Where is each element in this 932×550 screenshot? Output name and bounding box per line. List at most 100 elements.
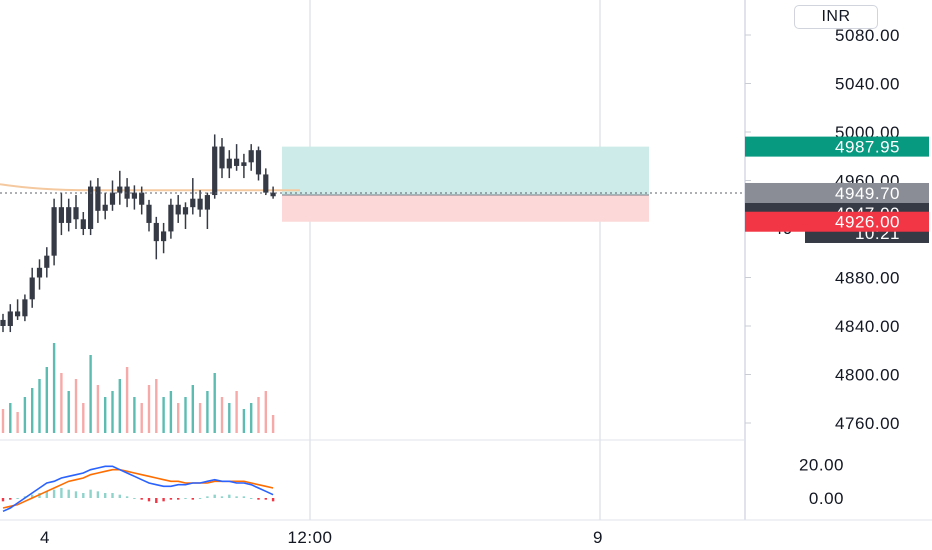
macd-histogram-bar	[45, 491, 48, 498]
macd-histogram-bar	[228, 494, 231, 498]
macd-histogram-bar	[264, 498, 267, 500]
volume-bar	[235, 391, 238, 433]
candle-body	[263, 174, 269, 193]
marker-price-tag-box	[745, 182, 929, 203]
candle-body	[102, 204, 108, 211]
volume-bar	[206, 391, 209, 433]
macd-histogram-bar	[155, 498, 158, 503]
macd-histogram-bar	[104, 493, 107, 498]
stop-price-tag-label: 4926.00	[835, 213, 900, 232]
time-axis-label: 9	[593, 528, 603, 547]
candlesticks	[0, 134, 276, 333]
candle-body	[36, 267, 43, 278]
macd-histogram-bar	[31, 494, 34, 498]
volume-bar	[104, 397, 107, 433]
volume-bar	[140, 403, 143, 433]
volume-bar	[162, 397, 165, 433]
target-price-tag-label: 4987.95	[835, 138, 900, 157]
volume-bar	[38, 379, 41, 433]
candle-body	[190, 198, 196, 208]
volume-bar	[264, 391, 267, 433]
macd-histogram-bar	[162, 498, 165, 502]
macd-histogram-bar	[125, 496, 129, 498]
candle-body	[146, 204, 152, 223]
candle-body	[175, 204, 181, 215]
volume-bar	[213, 373, 216, 433]
time-axis-label: 12:00	[287, 528, 332, 547]
volume-bar	[45, 367, 48, 433]
macd-histogram-bar	[198, 498, 202, 499]
stop-zone	[282, 195, 649, 222]
candle-body	[22, 299, 28, 317]
volume-bar	[82, 403, 85, 433]
candle-body	[95, 186, 101, 211]
macd-histogram-bar	[133, 498, 136, 499]
signal-line	[2, 468, 274, 509]
macd-histogram-bar	[96, 491, 100, 498]
candle-body	[161, 231, 167, 242]
candle-body	[226, 158, 232, 169]
grid-lines	[309, 0, 601, 520]
volume-bar	[1, 409, 5, 433]
candle-body	[241, 162, 247, 166]
volume-bars	[1, 343, 275, 433]
candle-body	[212, 146, 218, 196]
volume-bar	[9, 403, 12, 433]
price-axis-label: 4760.00	[835, 414, 900, 433]
candle-body	[88, 186, 94, 229]
macd-histogram-bar	[242, 496, 246, 498]
candle-body	[248, 150, 254, 163]
macd-histogram-bar	[111, 493, 114, 498]
candle-body	[219, 146, 225, 169]
macd-line	[2, 465, 274, 513]
volume-bar	[155, 379, 158, 433]
candle-body	[51, 207, 57, 256]
volume-bar	[67, 391, 70, 433]
candle-body	[124, 186, 130, 199]
volume-bar	[147, 385, 151, 433]
time-axis[interactable]: 4 12:00 9	[40, 528, 603, 547]
candle-body	[44, 255, 50, 268]
volume-bar	[242, 409, 246, 433]
macd-histogram-bar	[191, 498, 194, 500]
volume-bar	[89, 355, 92, 433]
macd-histogram-bar	[213, 494, 216, 498]
candle-body	[15, 311, 21, 317]
marker-price-tag-label: 4949.70	[835, 184, 900, 203]
indicator-axis: 20.00 0.00	[799, 456, 844, 508]
target-zone	[282, 146, 649, 196]
price-axis[interactable]: 5080.005040.005000.004960.004880.004840.…	[745, 26, 900, 433]
volume-bar	[118, 379, 121, 433]
price-axis-label: 5080.00	[835, 26, 900, 45]
price-axis-label: 5040.00	[835, 75, 900, 94]
macd-pane	[1, 465, 275, 513]
indicator-axis-label: 20.00	[799, 456, 844, 475]
macd-histogram-bar	[89, 489, 92, 498]
volume-bar	[250, 403, 253, 433]
macd-histogram-bar	[1, 498, 5, 502]
candle-body	[117, 186, 123, 193]
volume-bar	[191, 385, 194, 433]
candle-body	[29, 277, 35, 300]
position-zones[interactable]	[282, 146, 649, 222]
macd-histogram-bar	[220, 496, 224, 498]
volume-bar	[16, 412, 19, 433]
volume-bar	[74, 379, 78, 433]
macd-histogram-bar	[177, 498, 180, 500]
candle-body	[109, 192, 116, 205]
candle-body	[0, 319, 6, 326]
macd-histogram-bar	[147, 498, 151, 502]
volume-bar	[133, 397, 136, 433]
candle-body	[131, 192, 137, 199]
macd-histogram-bar	[16, 498, 19, 499]
candle-body	[7, 311, 13, 326]
macd-histogram-bar	[206, 496, 209, 498]
macd-histogram-bar	[257, 498, 260, 500]
candle-body	[255, 150, 262, 175]
volume-bar	[96, 385, 100, 433]
currency-button[interactable]: INR	[794, 5, 878, 29]
volume-bar	[198, 403, 202, 433]
candle-body	[66, 207, 72, 223]
